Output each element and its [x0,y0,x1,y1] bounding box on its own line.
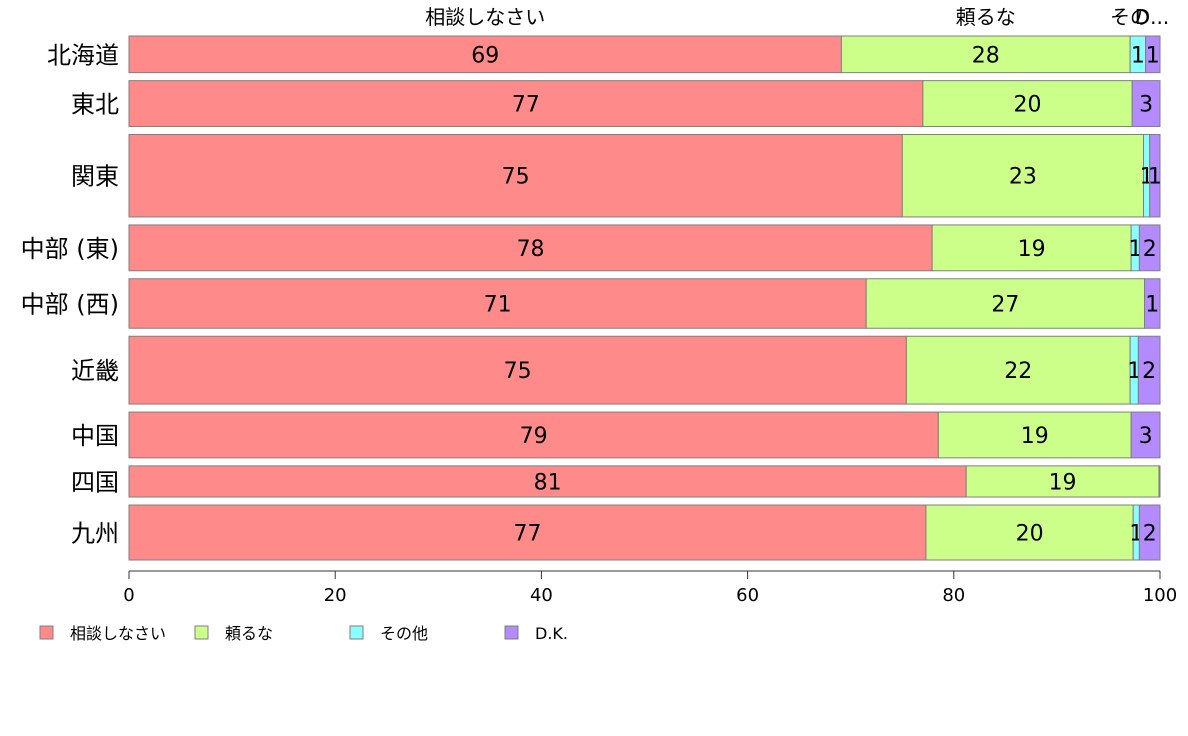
segment-value-label: 78 [517,237,545,262]
segment-value-label: 79 [520,424,548,449]
segment-value-label: 3 [1139,93,1153,118]
bar-segment [1130,411,1161,459]
x-tick-label: 40 [530,585,553,606]
segment-value-label: 1 [1148,165,1162,190]
segment-value-label: 77 [513,522,541,547]
bar-segment [925,504,1134,561]
legend-entry-label: 頼るな [225,624,273,643]
legend-swatch [194,625,209,640]
legend-entry-label: その他 [380,624,428,643]
bar-segment [840,35,1131,74]
bar-segment [965,465,1160,498]
segment-value-label: 22 [1004,359,1032,384]
category-label: 関東 [71,163,119,191]
category-label: 北海道 [47,41,119,69]
top-series-label: D... [1135,5,1169,29]
bar-segment [1131,80,1161,127]
segment-value-label: 1 [1131,43,1145,68]
segment-value-label: 71 [484,292,512,317]
segment-value-label: 1 [1146,43,1160,68]
x-tick-label: 80 [942,585,965,606]
x-tick-label: 60 [736,585,759,606]
segment-value-label: 75 [504,359,532,384]
bar-segment [1137,335,1161,405]
bar-segment [128,465,967,498]
top-series-label: 相談しなさい [425,5,545,29]
segment-value-label: 2 [1143,522,1157,547]
bar-segment [931,224,1132,272]
segment-value-label: 19 [1021,424,1049,449]
bar-segment [1138,504,1161,561]
bar-segment [905,335,1131,405]
segment-value-label: 20 [1016,522,1044,547]
legend-swatch [39,625,54,640]
category-label: 東北 [71,91,119,119]
bar-segment [1144,278,1161,329]
segment-value-label: 1 [1145,292,1159,317]
bar-segment [128,335,907,405]
segment-value-label: 1 [1128,237,1142,262]
bar-segment [128,133,903,218]
category-label: 中部 (東) [21,235,119,263]
bar-segment [128,35,842,74]
category-label: 四国 [71,468,119,496]
segment-value-label: 2 [1143,237,1157,262]
bar-segment [922,80,1133,127]
segment-value-label: 69 [471,43,499,68]
segment-value-label: 75 [502,165,530,190]
x-tick-label: 20 [324,585,347,606]
bar-segment [1138,224,1161,272]
bar-segment [128,278,867,329]
top-series-label: その [1110,5,1150,29]
category-label: 九州 [71,520,119,548]
segment-value-label: 19 [1049,470,1077,495]
category-label: 中国 [71,422,119,450]
top-series-label: 頼るな [956,5,1016,29]
category-label: 中部 (西) [21,290,119,318]
segment-value-label: 23 [1009,165,1037,190]
legend-entry-label: D.K. [535,624,568,643]
segment-value-label: 2 [1142,359,1156,384]
bar-segment [128,504,927,561]
bar-segment [1158,465,1161,498]
segment-value-label: 81 [534,470,562,495]
segment-value-label: 27 [991,292,1019,317]
bar-segment [1149,133,1161,218]
legend-swatch [504,625,519,640]
bar-segment [901,133,1145,218]
legend-swatch [349,625,364,640]
category-label: 近畿 [71,357,119,385]
bar-segment [128,411,939,459]
bar-segment [937,411,1132,459]
legend-entry-label: 相談しなさい [70,624,166,643]
segment-value-label: 19 [1018,237,1046,262]
segment-value-label: 77 [512,93,540,118]
segment-value-label: 3 [1139,424,1153,449]
bar-segment [1145,35,1161,74]
x-tick-label: 0 [123,585,134,606]
segment-value-label: 20 [1014,93,1042,118]
segment-value-label: 28 [972,43,1000,68]
segment-value-label: 1 [1127,359,1141,384]
x-tick-label: 100 [1143,585,1177,606]
